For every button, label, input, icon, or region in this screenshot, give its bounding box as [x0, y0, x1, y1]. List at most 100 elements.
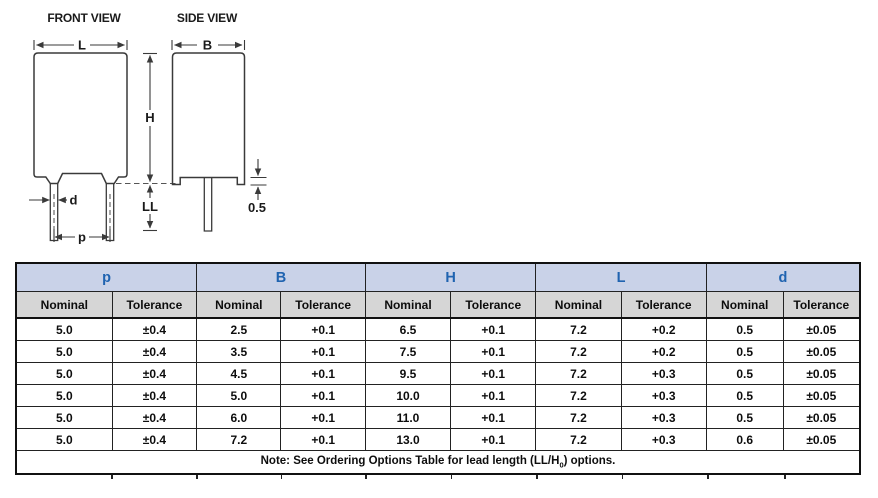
value-cell: +0.1: [450, 428, 537, 451]
note-row: Note: See Ordering Options Table for lea…: [15, 450, 861, 475]
value-cell: +0.3: [620, 428, 707, 451]
value-cell: ±0.05: [782, 428, 861, 451]
subheader-cell: Nominal: [364, 291, 452, 319]
group-header-p: p: [15, 262, 198, 292]
side-view-drawing: [171, 40, 267, 232]
group-header-L: L: [535, 262, 707, 292]
subheader-row: Nominal Tolerance Nominal Tolerance Nomi…: [15, 291, 861, 319]
value-cell: 0.5: [705, 384, 784, 407]
value-cell: ±0.4: [111, 317, 198, 341]
side-view-title: SIDE VIEW: [177, 11, 238, 25]
dim-p: [53, 229, 111, 242]
value-cell: 0.6: [705, 428, 784, 451]
value-cell: 2.5: [196, 317, 282, 341]
value-cell: +0.1: [280, 406, 366, 429]
value-cell: +0.1: [280, 317, 366, 341]
value-cell: +0.1: [450, 406, 537, 429]
value-cell: 7.2: [535, 384, 622, 407]
value-cell: 0.5: [705, 362, 784, 385]
subheader-cell: Tolerance: [111, 291, 198, 319]
value-cell: ±0.4: [111, 406, 198, 429]
dimension-drawing: FRONT VIEW SIDE VIEW: [29, 11, 267, 245]
value-cell: 7.2: [535, 340, 622, 363]
value-cell: 5.0: [15, 340, 113, 363]
value-cell: +0.1: [280, 428, 366, 451]
value-cell: +0.2: [620, 340, 707, 363]
subheader-cell: Nominal: [535, 291, 622, 319]
value-cell: +0.1: [280, 340, 366, 363]
value-cell: 11.0: [364, 406, 452, 429]
value-cell: 5.0: [15, 362, 113, 385]
dim-label-standoff: 0.5: [248, 200, 266, 215]
value-cell: 5.0: [15, 317, 113, 341]
value-cell: ±0.05: [782, 406, 861, 429]
value-cell: 0.5: [705, 406, 784, 429]
value-cell: +0.1: [450, 384, 537, 407]
note-subscript: 0: [559, 460, 564, 470]
next-table-edge-ticks: [15, 475, 861, 481]
table-row: 5.0 ±0.4 4.5 +0.1 9.5 +0.1 7.2 +0.3 0.5 ±0.05: [15, 362, 861, 385]
value-cell: +0.1: [280, 384, 366, 407]
subheader-cell: Nominal: [15, 291, 113, 319]
dim-label-H: H: [145, 110, 154, 125]
table-row: 5.0 ±0.4 5.0 +0.1 10.0 +0.1 7.2 +0.3 0.5 ±0.05: [15, 384, 861, 407]
value-cell: ±0.05: [782, 384, 861, 407]
value-cell: ±0.4: [111, 362, 198, 385]
front-body-outline: [33, 52, 128, 185]
dim-LL: [143, 184, 157, 232]
dim-standoff: [250, 159, 267, 200]
value-cell: 0.5: [705, 340, 784, 363]
value-cell: 3.5: [196, 340, 282, 363]
value-cell: +0.1: [280, 362, 366, 385]
value-cell: +0.3: [620, 362, 707, 385]
value-cell: 10.0: [364, 384, 452, 407]
note-text: Note: See Ordering Options Table for lea…: [15, 450, 861, 475]
value-cell: 5.0: [15, 406, 113, 429]
value-cell: 13.0: [364, 428, 452, 451]
group-header-d: d: [705, 262, 861, 292]
dim-label-LL: LL: [142, 199, 158, 214]
note-pre: Note: See Ordering Options Table for lea…: [260, 454, 560, 467]
side-lead: [203, 177, 213, 232]
value-cell: 9.5: [364, 362, 452, 385]
value-cell: 6.0: [196, 406, 282, 429]
dimensions-table: p B H L d Nominal Tolerance Nominal Tole…: [15, 262, 861, 475]
dim-H: [143, 52, 157, 183]
value-cell: 6.5: [364, 317, 452, 341]
subheader-cell: Tolerance: [782, 291, 861, 319]
value-cell: ±0.4: [111, 384, 198, 407]
dim-B: [171, 40, 246, 50]
front-view-title: FRONT VIEW: [47, 11, 121, 25]
value-cell: 7.2: [535, 317, 622, 341]
note-post: ) options.: [563, 454, 616, 467]
subheader-cell: Tolerance: [620, 291, 707, 319]
value-cell: 7.2: [196, 428, 282, 451]
front-view-drawing: [29, 40, 178, 242]
side-body-outline: [171, 52, 246, 186]
subheader-cell: Nominal: [705, 291, 784, 319]
value-cell: ±0.05: [782, 362, 861, 385]
table-row: 5.0 ±0.4 3.5 +0.1 7.5 +0.1 7.2 +0.2 0.5 ±0.05: [15, 340, 861, 363]
value-cell: +0.1: [450, 340, 537, 363]
group-header-row: p B H L d: [15, 262, 861, 292]
value-cell: 5.0: [196, 384, 282, 407]
value-cell: ±0.05: [782, 340, 861, 363]
dimensions-table-area: p B H L d Nominal Tolerance Nominal Tole…: [15, 262, 861, 481]
value-cell: 7.2: [535, 428, 622, 451]
value-cell: ±0.05: [782, 317, 861, 341]
value-cell: ±0.4: [111, 428, 198, 451]
group-header-B: B: [196, 262, 366, 292]
dim-label-p: p: [78, 230, 86, 245]
value-cell: +0.1: [450, 317, 537, 341]
subheader-cell: Tolerance: [450, 291, 537, 319]
lead-centerlines: [53, 194, 111, 230]
table-row: 5.0 ±0.4 2.5 +0.1 6.5 +0.1 7.2 +0.2 0.5 ±0.05: [15, 317, 861, 341]
value-cell: 5.0: [15, 428, 113, 451]
dim-label-B: B: [203, 38, 212, 53]
dim-label-L: L: [78, 38, 86, 53]
group-header-H: H: [364, 262, 537, 292]
value-cell: 5.0: [15, 384, 113, 407]
table-row: 5.0 ±0.4 6.0 +0.1 11.0 +0.1 7.2 +0.3 0.5 ±0.05: [15, 406, 861, 429]
value-cell: 7.2: [535, 406, 622, 429]
